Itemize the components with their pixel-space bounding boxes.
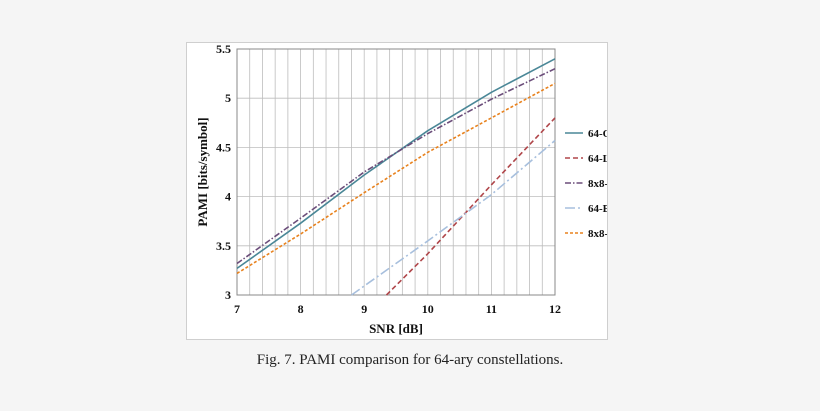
tick-labels: 7 8 9 10 11 12 3 3.5 4 4.5 5 5.5 xyxy=(216,43,561,316)
grid xyxy=(236,48,556,296)
x-axis-title: SNR [dB] xyxy=(369,321,423,336)
x-tick-label: 7 xyxy=(234,302,240,316)
legend-label: 8x8-QAM xyxy=(588,228,607,240)
y-axis-title: PAMI [bits/symbol] xyxy=(195,117,210,226)
x-tick-label: 9 xyxy=(361,302,367,316)
chart: 7 8 9 10 11 12 3 3.5 4 4.5 5 5.5 SNR [dB] PAMI [bit… xyxy=(195,43,607,336)
figure-frame: 7 8 9 10 11 12 3 3.5 4 4.5 5 5.5 SNR [dB] PAMI [bit… xyxy=(186,42,608,340)
legend-label: 64-OPT xyxy=(588,128,607,140)
series-line-8x8-opt xyxy=(236,67,556,265)
legend-label: 8x8-OPT xyxy=(588,178,607,190)
x-tick-label: 11 xyxy=(486,302,497,316)
plot-border xyxy=(236,48,556,296)
series-line-64-lam xyxy=(385,117,556,296)
figure-caption: Fig. 7. PAMI comparison for 64-ary const… xyxy=(256,352,564,368)
legend-label: 64-LAM xyxy=(588,153,607,165)
series-line-8x8-qam xyxy=(236,82,556,275)
legend: 64-OPT 64-LAM 8x8-OPT 64-EPPM 8x8-QAM xyxy=(565,128,607,240)
y-tick-label: 5.5 xyxy=(216,43,231,56)
y-tick-label: 4 xyxy=(225,190,231,204)
series-line-64-eppm xyxy=(351,139,556,296)
y-tick-label: 3 xyxy=(225,288,231,302)
y-tick-label: 5 xyxy=(225,91,231,105)
series-layer xyxy=(236,58,556,296)
x-tick-label: 12 xyxy=(549,302,561,316)
x-tick-label: 10 xyxy=(422,302,434,316)
y-tick-label: 3.5 xyxy=(216,239,231,253)
series-line-64-opt xyxy=(236,58,556,270)
y-tick-label: 4.5 xyxy=(216,140,231,154)
legend-label: 64-EPPM xyxy=(588,203,607,215)
x-tick-label: 8 xyxy=(298,302,304,316)
